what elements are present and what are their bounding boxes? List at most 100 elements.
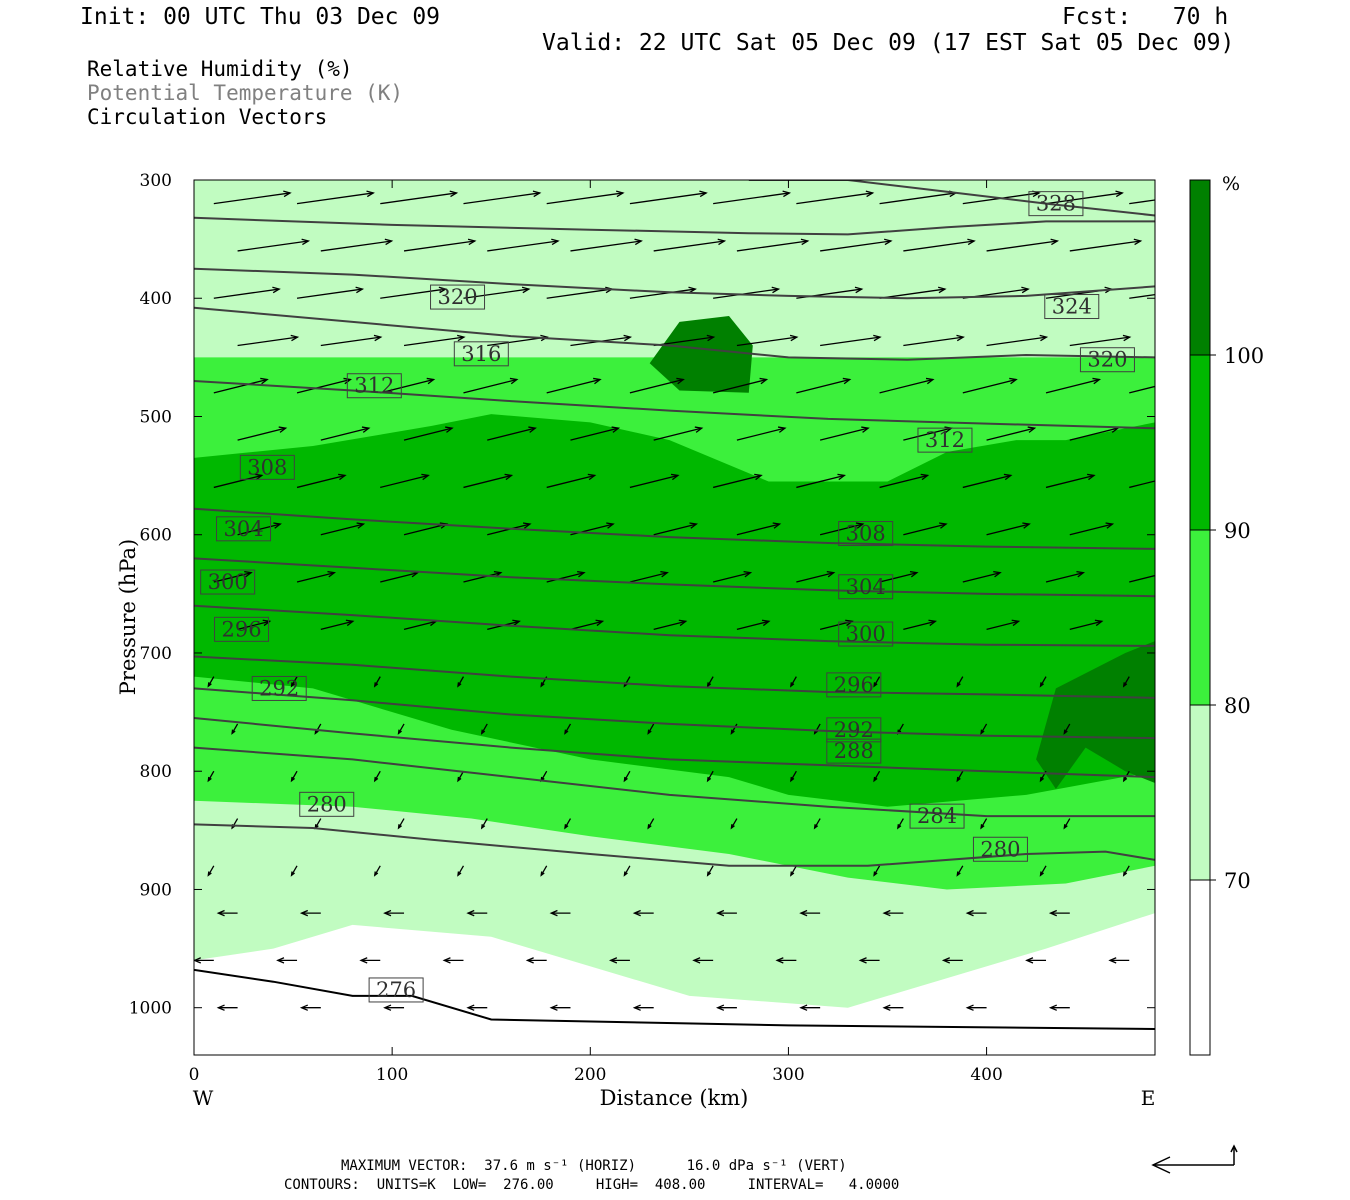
vector-shaft [463,474,512,489]
vector-shaft [819,427,869,441]
svg-text:328: 328 [1036,192,1076,216]
vector-head [1108,957,1117,964]
vector-head [799,909,808,917]
vector-head [397,824,402,830]
vector-head [421,473,430,481]
vector-head [676,377,685,385]
y-tick-label: 500 [140,407,172,427]
vector-head [771,286,781,294]
vector-head [528,426,537,433]
vector-shaft [819,620,853,630]
colorbar-unit: % [1222,173,1240,195]
vector-shaft [653,427,702,441]
x-end-east: E [1141,1086,1156,1110]
vector-head [873,776,878,783]
svg-text:280: 280 [307,792,347,816]
vector-head [965,1004,974,1011]
vector-shaft [403,336,465,347]
vector-shaft [374,770,381,782]
y-tick-label: 700 [140,644,172,664]
vector-head [965,909,974,917]
vector-head [980,729,985,735]
vector-shaft [814,818,821,829]
y-tick-label: 900 [140,880,172,900]
vector-head [525,957,534,964]
vector-head [956,871,961,877]
vector-shaft [1069,427,1118,441]
vector-shaft [213,474,263,489]
svg-text:316: 316 [461,342,501,366]
vector-shaft [873,770,881,782]
vector-shaft [796,474,845,489]
colorbar-label: 90 [1224,519,1251,543]
vector-shaft [879,378,934,394]
vector-head [623,776,628,783]
vector-shaft [320,336,381,347]
vector-head [939,522,948,529]
colorbar-segment [1189,704,1211,881]
vector-shaft [403,427,453,441]
vector-head [1048,909,1058,917]
vector-head [457,871,462,877]
vector-head [577,570,586,578]
svg-text:292: 292 [259,676,299,700]
vector-head [632,909,641,917]
vector-shaft [296,474,346,489]
theta-contour-304 [194,557,1155,598]
vector-shaft [623,865,631,876]
theta-contour-320 [194,267,1155,300]
vector-head [373,776,379,783]
vector-head [540,682,545,688]
vector-head [873,682,878,688]
vector-head [1122,334,1132,342]
vector-head [861,426,870,433]
vector-head [1009,377,1018,385]
vector-head [611,426,621,433]
vector-head [759,377,769,385]
contour-label-316: 316 [453,341,509,367]
vector-shaft [403,523,447,536]
theta-contour-328 [748,180,1155,217]
vector-shaft [986,240,1058,252]
vector-head [782,190,792,198]
vector-head [790,871,795,877]
vector-head [790,682,795,688]
vector-head [608,957,618,964]
vector-head [837,473,847,481]
vector-shaft [564,818,572,829]
vector-head [1048,1004,1058,1011]
vector-head [1122,871,1128,877]
vector-head [1025,957,1034,964]
vector-shaft [629,288,696,299]
vector-shaft [403,620,437,630]
vector-head [743,570,753,578]
vector-shaft [207,676,215,687]
contour-label-300: 300 [200,569,256,595]
vector-shaft [1045,474,1095,489]
vector-shaft [790,676,797,687]
vector-shaft [956,676,964,687]
vector-head [361,426,371,433]
vector-shaft [380,572,418,583]
vector-head [593,377,602,385]
vector-shaft [320,240,392,252]
vector-head [383,1004,392,1011]
contour-label-320: 320 [430,284,486,310]
theta-legend-text: Potential Temperature (K) [87,81,404,105]
vector-shaft [463,572,501,583]
vector-shaft [481,723,488,734]
vector-head [438,286,448,294]
vector-shaft [237,427,286,441]
vector-head [373,334,383,342]
vector-head [730,729,735,735]
vector-shaft [481,818,488,829]
vector-head [301,238,311,246]
svg-text:308: 308 [846,522,886,546]
vector-shaft [897,723,904,734]
vector-head [345,619,355,627]
vector-head [355,286,365,294]
svg-text:320: 320 [437,285,477,309]
vector-shaft [629,474,679,489]
vector-head [480,824,486,830]
vector-head [1092,377,1102,385]
